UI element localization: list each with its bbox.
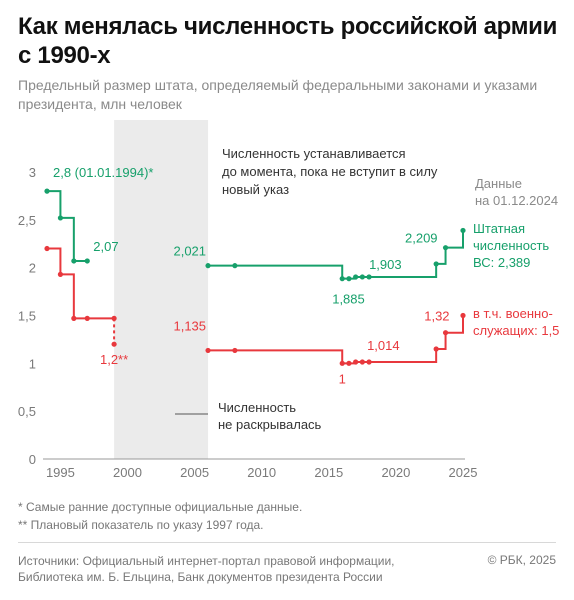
red-value-label: 1,32 <box>424 309 449 324</box>
red-data-point <box>433 346 439 352</box>
green-series-line <box>47 190 88 262</box>
red-series-label: в т.ч. военно- служащих: 1,5 <box>473 306 559 338</box>
green-value-label: 2,07 <box>93 239 118 254</box>
red-data-point <box>442 330 449 336</box>
green-data-point <box>84 258 90 264</box>
credit-text: © РБК, 2025 <box>487 553 556 567</box>
green-value-label: 2,209 <box>405 231 438 246</box>
y-tick-label: 0 <box>29 452 36 467</box>
green-data-point <box>353 274 359 280</box>
sources-text: Источники: Официальный интернет-портал п… <box>18 554 395 584</box>
red-value-label: 1,135 <box>173 318 206 333</box>
y-tick-label: 2 <box>29 261 36 276</box>
data-date-line-1: Данные <box>475 176 522 191</box>
red-series-line <box>47 247 115 320</box>
red-data-point <box>44 245 50 252</box>
red-data-point <box>111 341 117 347</box>
y-tick-label: 1 <box>29 356 36 371</box>
data-date-line-2: на 01.12.2024 <box>475 193 558 208</box>
value-labels: 2,8 (01.01.1994)* 2,07 2,021 1,885 1,9032,20… <box>53 165 450 386</box>
y-tick-label: 0,5 <box>18 404 36 419</box>
green-data-point <box>366 274 372 280</box>
green-value-label: 1,903 <box>369 257 402 272</box>
x-tick-label: 2020 <box>381 465 410 480</box>
red-value-label: 1 <box>339 371 346 386</box>
shade-label-line-2: не раскрывалась <box>218 417 322 432</box>
green-value-label: 2,8 (01.01.1994)* <box>53 165 153 180</box>
red-data-point <box>366 359 372 365</box>
chart-svg: 1995 2000 2005 2010 2015 2020 2025 0 0,5 1 1,5 2 2,… <box>18 120 559 480</box>
green-data-point <box>205 263 211 269</box>
green-data-point <box>433 261 439 267</box>
x-tick-label: 2015 <box>314 465 343 480</box>
green-data-point <box>346 276 352 282</box>
divider <box>18 542 556 543</box>
green-data-point <box>460 227 466 234</box>
green-series-label: Штатная численность ВС: 2,389 <box>473 221 553 270</box>
footnote-1: * Самые ранние доступные официальные дан… <box>18 500 303 514</box>
green-value-label: 2,021 <box>173 244 206 259</box>
x-tick-label: 2005 <box>180 465 209 480</box>
undisclosed-period-shade <box>114 120 209 459</box>
green-data-point <box>57 215 64 221</box>
green-data-point <box>44 188 50 194</box>
data-date-note: Данные на 01.12.2024 <box>475 176 558 208</box>
red-value-label: 1,2** <box>100 352 128 367</box>
red-data-point <box>353 359 359 365</box>
red-data-point <box>359 359 365 365</box>
y-ticks: 0 0,5 1 1,5 2 2,5 3 <box>18 165 36 467</box>
red-data-point <box>71 315 77 321</box>
y-tick-label: 1,5 <box>18 309 36 324</box>
green-data-point <box>442 245 449 251</box>
red-data-point <box>460 312 466 319</box>
x-tick-label: 1995 <box>46 465 75 480</box>
green-data-point <box>339 276 345 282</box>
red-value-label: 1,014 <box>367 338 400 353</box>
red-data-point <box>339 360 345 366</box>
red-data-point <box>346 360 352 366</box>
x-tick-label: 2025 <box>449 465 478 480</box>
shade-label: Численность не раскрывалась <box>218 400 322 432</box>
annotation-line-1: Численность устанавливается <box>222 146 406 161</box>
red-data-point <box>57 271 64 277</box>
annotation-text: Численность устанавливается до момента, … <box>222 146 441 197</box>
chart-subtitle: Предельный размер штата, определяемый фе… <box>18 77 538 112</box>
green-data-point <box>359 274 365 280</box>
footnote-2: ** Плановый показатель по указу 1997 год… <box>18 518 264 532</box>
green-series-label-line-3: ВС: 2,389 <box>473 255 530 270</box>
red-series-label-line-2: служащих: 1,5 <box>473 323 559 338</box>
chart-title: Как менялась численность российской арми… <box>18 13 558 69</box>
green-data-point <box>71 258 77 264</box>
x-tick-label: 2010 <box>247 465 276 480</box>
annotation-line-3: новый указ <box>222 182 289 197</box>
series-layer <box>44 188 466 366</box>
y-tick-label: 3 <box>29 165 36 180</box>
green-data-point <box>232 263 238 269</box>
red-data-point <box>232 347 238 354</box>
shade-label-line-1: Численность <box>218 400 296 415</box>
x-ticks: 1995 2000 2005 2010 2015 2020 2025 <box>46 465 478 480</box>
y-tick-label: 2,5 <box>18 213 36 228</box>
green-series-label-line-2: численность <box>473 238 549 253</box>
x-tick-label: 2000 <box>113 465 142 480</box>
green-series-label-line-1: Штатная <box>473 221 525 236</box>
red-series-label-line-1: в т.ч. военно- <box>473 306 553 321</box>
red-data-point <box>205 347 211 354</box>
annotation-line-2: до момента, пока не вступит в силу <box>222 164 438 179</box>
red-data-point <box>84 315 90 321</box>
green-value-label: 1,885 <box>332 292 365 307</box>
